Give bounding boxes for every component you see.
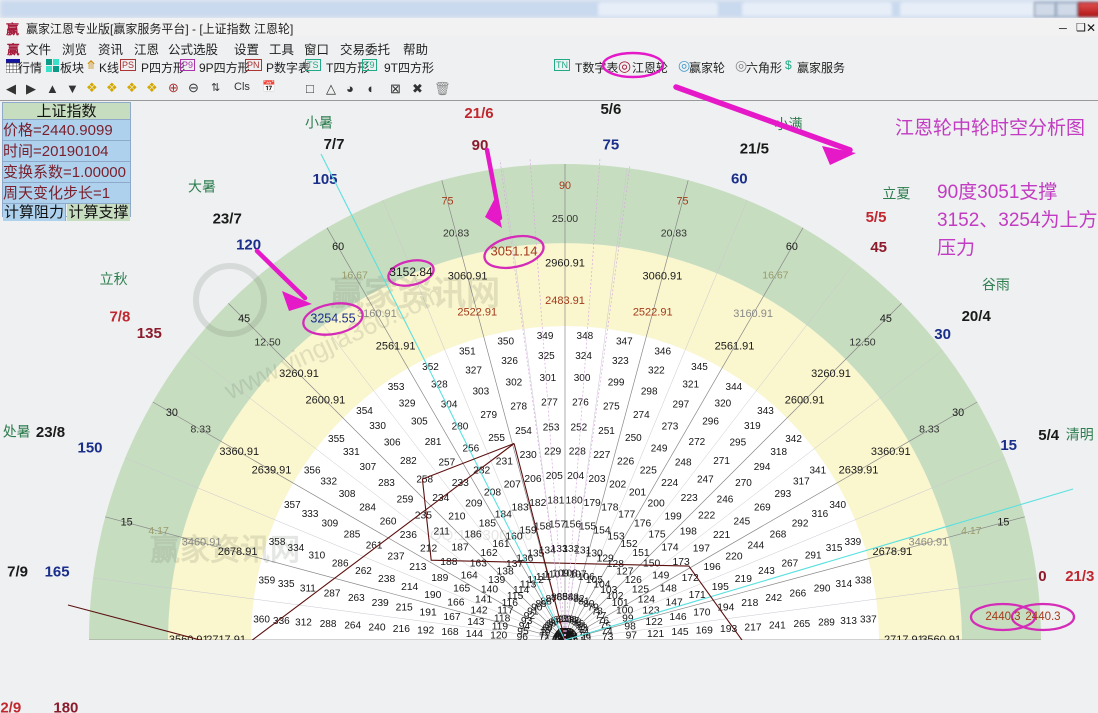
svg-text:2440.3: 2440.3 bbox=[985, 611, 1020, 623]
svg-text:3152.84: 3152.84 bbox=[389, 265, 433, 279]
svg-text:2440.3: 2440.3 bbox=[1025, 611, 1060, 623]
svg-text:3051.14: 3051.14 bbox=[491, 243, 538, 258]
svg-text:3254.55: 3254.55 bbox=[310, 311, 355, 325]
